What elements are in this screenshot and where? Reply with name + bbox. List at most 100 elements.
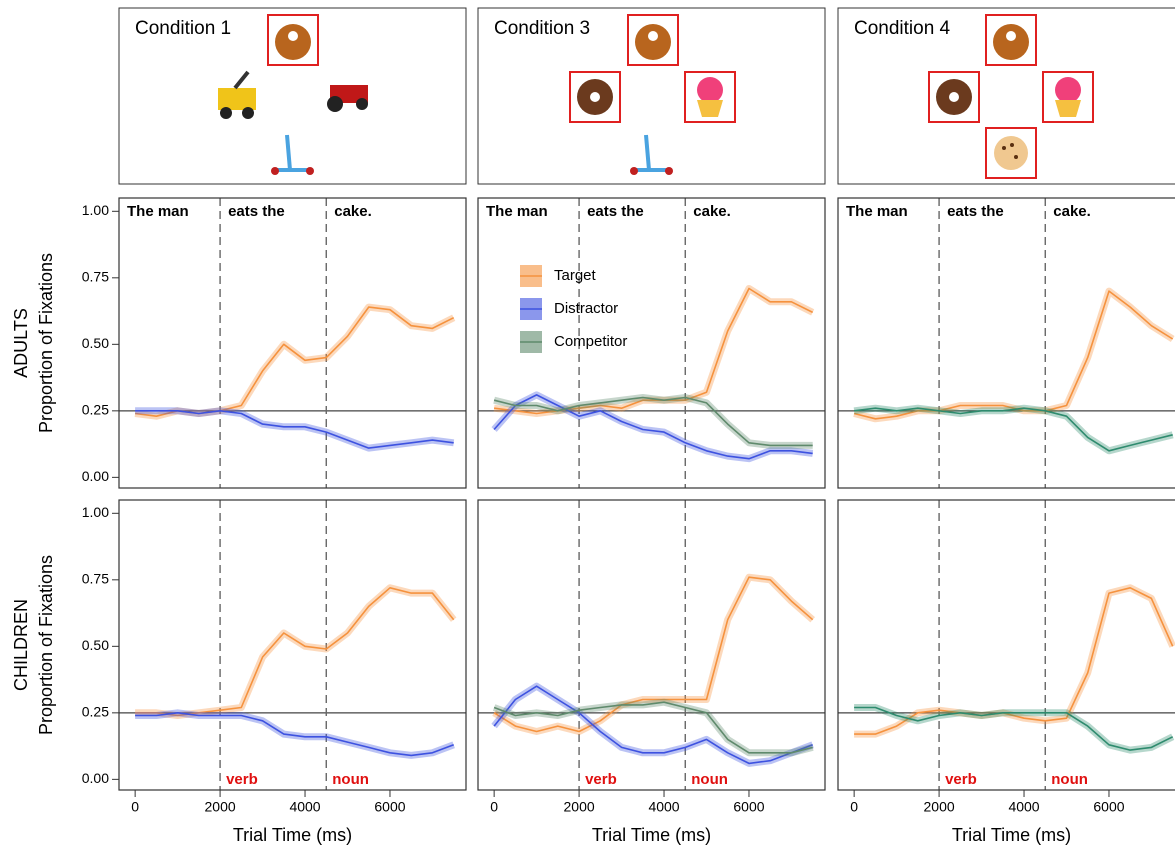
competitor-box [569,71,621,123]
plot-area [838,500,1175,790]
bundt-hole [288,31,298,41]
chip [1014,155,1018,159]
panel-frame [837,7,1175,185]
plot-area [119,198,466,488]
plot-area [838,198,1175,488]
x-tick-label: 4000 [1008,799,1039,815]
legend-label: Distractor [554,300,618,317]
series-line [493,394,813,460]
series-band [492,573,816,735]
x-tick-label: 0 [490,799,498,815]
phrase-label: The man [486,203,548,220]
excavator [218,88,256,110]
x-tick-label: 2000 [564,799,595,815]
competitor-box [985,127,1037,179]
x-axis-label: Trial Time (ms) [952,825,1071,845]
wheel [665,167,673,175]
series-line [493,685,813,765]
competitor-box [1042,71,1094,123]
row-label: CHILDREN [11,599,31,691]
chip [1010,143,1014,147]
series-band [135,584,457,719]
chip [1002,146,1006,150]
region-label: verb [945,771,977,788]
donut-hole [949,92,959,102]
donut-hole [590,92,600,102]
y-tick-label: 0.00 [82,770,109,786]
series-line [135,587,455,717]
bundt-cake [275,24,311,60]
y-tick-label: 0.50 [82,335,109,351]
y-tick-label: 0.00 [82,468,109,484]
legend-label: Competitor [554,333,627,350]
region-label: noun [332,771,369,788]
region-label: verb [585,771,617,788]
x-tick-label: 0 [850,799,858,815]
panel-title: Condition 1 [135,18,231,39]
panel-frame [118,7,467,185]
chart-frame [477,499,826,791]
y-axis-label: Proportion of Fixations [36,253,56,433]
wheel [356,98,368,110]
x-tick-label: 4000 [648,799,679,815]
stimulus-panels [118,7,1175,185]
series-band [493,394,813,449]
y-tick-label: 1.00 [82,202,109,218]
series-line [854,407,1173,452]
phrase-label: eats the [587,203,644,220]
phrase-label: cake. [693,203,731,220]
region-label: noun [691,771,728,788]
target-box [985,14,1037,66]
cupcake [1055,77,1081,103]
y-tick-label: 1.00 [82,504,109,520]
excavator-arm [233,70,250,90]
cookie [994,136,1028,170]
chart-frame [118,197,467,489]
scooter [285,134,292,171]
cupcake-base [1055,100,1081,117]
x-tick-label: 4000 [289,799,320,815]
phrase-label: cake. [1053,203,1091,220]
phrase-label: The man [127,203,189,220]
series-band [853,287,1175,423]
region-label: noun [1051,771,1088,788]
series-line [493,701,813,754]
chart-frame [837,197,1175,489]
wheel [242,107,254,119]
chart-frame [837,499,1175,791]
scooter [644,134,651,171]
x-tick-label: 6000 [374,799,405,815]
target-box [627,14,679,66]
legend-label: Target [554,267,597,284]
y-axis-label: Proportion of Fixations [36,555,56,735]
region-label: verb [226,771,258,788]
x-tick-label: 0 [131,799,139,815]
series-line [135,712,454,757]
wheel [220,107,232,119]
bundt-cake [993,24,1029,60]
plot-area [478,198,825,488]
competitor-box [684,71,736,123]
series-band [134,303,456,420]
series-line [494,287,814,415]
chart-frame [118,499,467,791]
wheel [271,167,279,175]
x-axis-label: Trial Time (ms) [592,825,711,845]
y-tick-label: 0.75 [82,571,109,587]
phrase-label: The man [846,203,908,220]
series-line [493,576,814,733]
row-label: ADULTS [11,308,31,378]
series-line [853,290,1174,420]
panel-title: Condition 4 [854,18,951,39]
phrase-label: eats the [228,203,285,220]
bundt-cake [635,24,671,60]
chart-frame [477,197,826,489]
plot-area [478,500,825,790]
series-line [854,706,1174,751]
cupcake [697,77,723,103]
competitor-box [928,71,980,123]
y-tick-label: 0.75 [82,269,109,285]
panel-title: Condition 3 [494,18,590,39]
